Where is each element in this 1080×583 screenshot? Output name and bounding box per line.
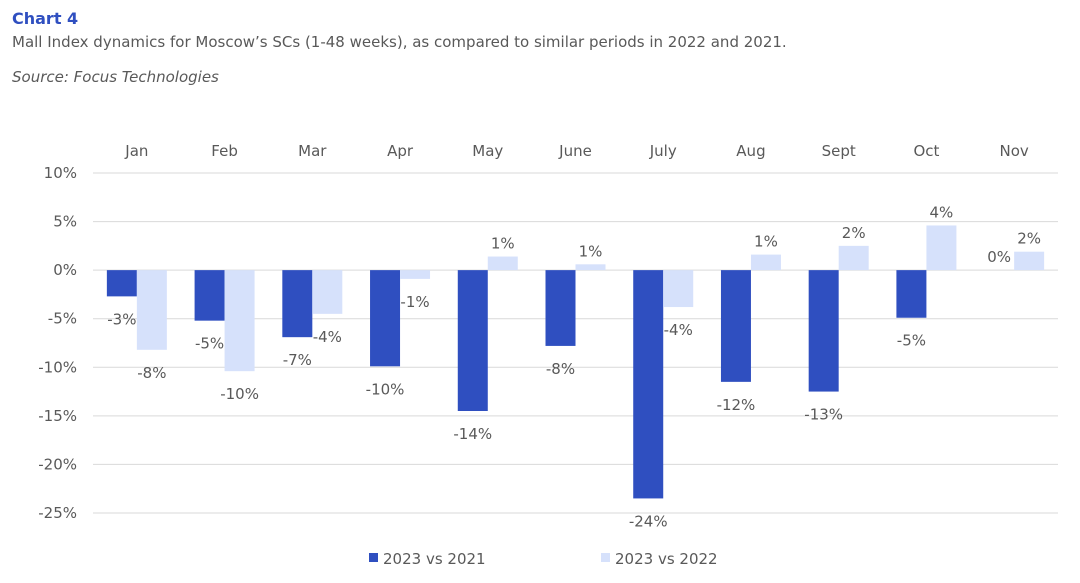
bar-2023-vs-2021 [194, 270, 225, 321]
chart-title: Mall Index dynamics for Moscow’s SCs (1-… [12, 33, 787, 51]
chart-label: Chart 4 [12, 9, 79, 28]
data-label-2023-vs-2022: 2% [1017, 230, 1041, 248]
bar-2023-vs-2021 [457, 270, 488, 411]
legend-label-2023-vs-2022: 2023 vs 2022 [615, 550, 718, 568]
data-label-2023-vs-2021: -5% [897, 332, 926, 350]
data-label-2023-vs-2022: -4% [664, 321, 693, 339]
data-label-2023-vs-2021: -8% [546, 360, 575, 378]
y-axis-ticks: 10% 5% 0% -5% -10% -15% -20% -25% [38, 164, 77, 522]
bar-2023-vs-2021 [896, 270, 927, 318]
category-label: Feb [211, 142, 238, 160]
category-label: Apr [387, 142, 414, 160]
data-label-2023-vs-2022: 1% [579, 242, 603, 260]
data-label-2023-vs-2022: 1% [491, 235, 515, 253]
category-label: Sept [822, 142, 856, 160]
data-label-2023-vs-2021: -24% [629, 512, 668, 530]
bar-2023-vs-2022 [663, 270, 694, 308]
y-tick-label: -25% [38, 504, 77, 522]
bar-2023-vs-2021 [808, 270, 839, 392]
bar-2023-vs-2022 [575, 264, 606, 271]
legend: 2023 vs 2021 2023 vs 2022 [369, 550, 718, 568]
legend-label-2023-vs-2021: 2023 vs 2021 [383, 550, 486, 568]
data-label-2023-vs-2022: -1% [400, 293, 429, 311]
legend-swatch-2023-vs-2022 [601, 553, 610, 562]
category-label: Mar [298, 142, 327, 160]
bar-2023-vs-2021 [720, 270, 751, 382]
data-label-2023-vs-2021: -14% [453, 425, 492, 443]
bar-2023-vs-2022 [312, 270, 343, 314]
category-label: July [649, 142, 677, 160]
data-label-2023-vs-2022: 2% [842, 224, 866, 242]
bar-2023-vs-2022 [224, 270, 255, 372]
category-label: Jan [124, 142, 148, 160]
y-tick-label: 0% [53, 261, 77, 279]
bar-2023-vs-2021 [545, 270, 576, 346]
data-label-2023-vs-2022: -8% [137, 364, 166, 382]
y-tick-label: -10% [38, 358, 77, 376]
data-label-2023-vs-2022: -10% [220, 385, 259, 403]
data-label-2023-vs-2021: 0% [987, 248, 1011, 266]
bar-2023-vs-2021 [282, 270, 313, 338]
y-tick-label: -5% [48, 310, 77, 328]
data-label-2023-vs-2021: -10% [366, 380, 405, 398]
bar-2023-vs-2022 [400, 270, 431, 279]
bar-2023-vs-2022 [838, 245, 869, 271]
bar-2023-vs-2021 [106, 270, 137, 297]
data-label-2023-vs-2021: -3% [107, 310, 136, 328]
data-label-2023-vs-2021: -12% [717, 396, 756, 414]
y-tick-label: -15% [38, 407, 77, 425]
category-label: May [472, 142, 503, 160]
chart-source: Source: Focus Technologies [12, 68, 219, 86]
data-label-2023-vs-2022: 4% [930, 203, 954, 221]
legend-swatch-2023-vs-2021 [369, 553, 378, 562]
category-label: Aug [736, 142, 765, 160]
bar-2023-vs-2022 [926, 225, 957, 271]
data-labels: -3%-8%-5%-10%-7%-4%-10%-1%-14%1%-8%1%-24… [107, 203, 1041, 530]
category-label: Oct [913, 142, 939, 160]
data-label-2023-vs-2022: 1% [754, 233, 778, 251]
bar-2023-vs-2022 [487, 256, 518, 271]
category-label: Nov [999, 142, 1028, 160]
data-label-2023-vs-2022: -4% [313, 328, 342, 346]
data-label-2023-vs-2021: -5% [195, 335, 224, 353]
y-tick-label: 5% [53, 213, 77, 231]
y-tick-label: 10% [44, 164, 77, 182]
bar-2023-vs-2022 [750, 254, 781, 271]
data-label-2023-vs-2021: -13% [804, 406, 843, 424]
bars [106, 225, 1045, 499]
bar-2023-vs-2021 [370, 270, 401, 367]
category-labels: Jan Feb Mar Apr May June July Aug Sept Oct Nov [124, 142, 1029, 160]
y-tick-label: -20% [38, 455, 77, 473]
bar-2023-vs-2022 [1014, 251, 1045, 271]
bar-2023-vs-2022 [136, 270, 167, 350]
bar-2023-vs-2021 [633, 270, 664, 499]
category-label: June [558, 142, 592, 160]
data-label-2023-vs-2021: -7% [283, 351, 312, 369]
